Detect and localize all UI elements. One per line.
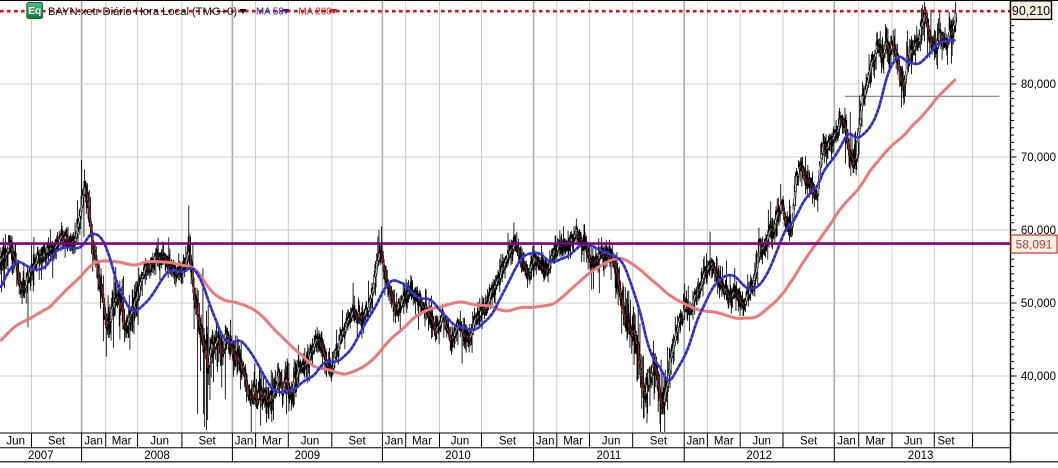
svg-text:2012: 2012 [746, 450, 772, 462]
svg-text:Jan: Jan [235, 436, 254, 448]
svg-text:MA 200: MA 200 [299, 7, 333, 18]
svg-text:Mar: Mar [714, 436, 734, 448]
svg-text:58,091: 58,091 [1016, 238, 1053, 252]
svg-text:2011: 2011 [597, 450, 622, 462]
svg-text:2007: 2007 [28, 450, 54, 462]
svg-text:Jun: Jun [451, 436, 470, 448]
svg-text:2009: 2009 [295, 450, 321, 462]
svg-text:Jun: Jun [301, 436, 320, 448]
svg-text:Jan: Jan [687, 436, 706, 448]
svg-text:Jan: Jan [837, 436, 856, 448]
svg-text:2010: 2010 [445, 450, 471, 462]
svg-text:2008: 2008 [144, 450, 170, 462]
svg-text:Jan: Jan [385, 436, 404, 448]
svg-text:2013: 2013 [908, 450, 934, 462]
svg-text:Jan: Jan [84, 436, 103, 448]
svg-text:BAYN:xetr Diário Hora Local (T: BAYN:xetr Diário Hora Local (TMG+0) [48, 6, 237, 18]
svg-text:Set: Set [937, 436, 955, 448]
svg-text:80,000: 80,000 [1021, 79, 1056, 91]
svg-text:Mar: Mar [412, 436, 432, 448]
svg-text:Jan: Jan [536, 436, 555, 448]
svg-text:70,000: 70,000 [1021, 152, 1056, 164]
svg-text:Set: Set [800, 436, 818, 448]
svg-text:Mar: Mar [262, 436, 282, 448]
svg-text:Jun: Jun [6, 436, 25, 448]
svg-text:Jun: Jun [904, 436, 923, 448]
svg-text:Set: Set [499, 436, 517, 448]
svg-text:MA 50: MA 50 [256, 7, 284, 18]
svg-text:40,000: 40,000 [1021, 371, 1056, 383]
svg-text:50,000: 50,000 [1021, 298, 1056, 310]
svg-text:60,000: 60,000 [1021, 225, 1056, 237]
svg-text:Jun: Jun [150, 436, 169, 448]
svg-text:90,210: 90,210 [1012, 4, 1050, 18]
svg-text:Set: Set [48, 436, 66, 448]
svg-text:Set: Set [198, 436, 216, 448]
svg-text:Set: Set [348, 436, 366, 448]
svg-text:Set: Set [650, 436, 668, 448]
svg-text:Mar: Mar [112, 436, 132, 448]
svg-text:Jun: Jun [602, 436, 621, 448]
svg-text:Jun: Jun [752, 436, 771, 448]
svg-text:Eq: Eq [28, 6, 41, 17]
svg-text:Mar: Mar [865, 436, 885, 448]
svg-text:Mar: Mar [563, 436, 583, 448]
